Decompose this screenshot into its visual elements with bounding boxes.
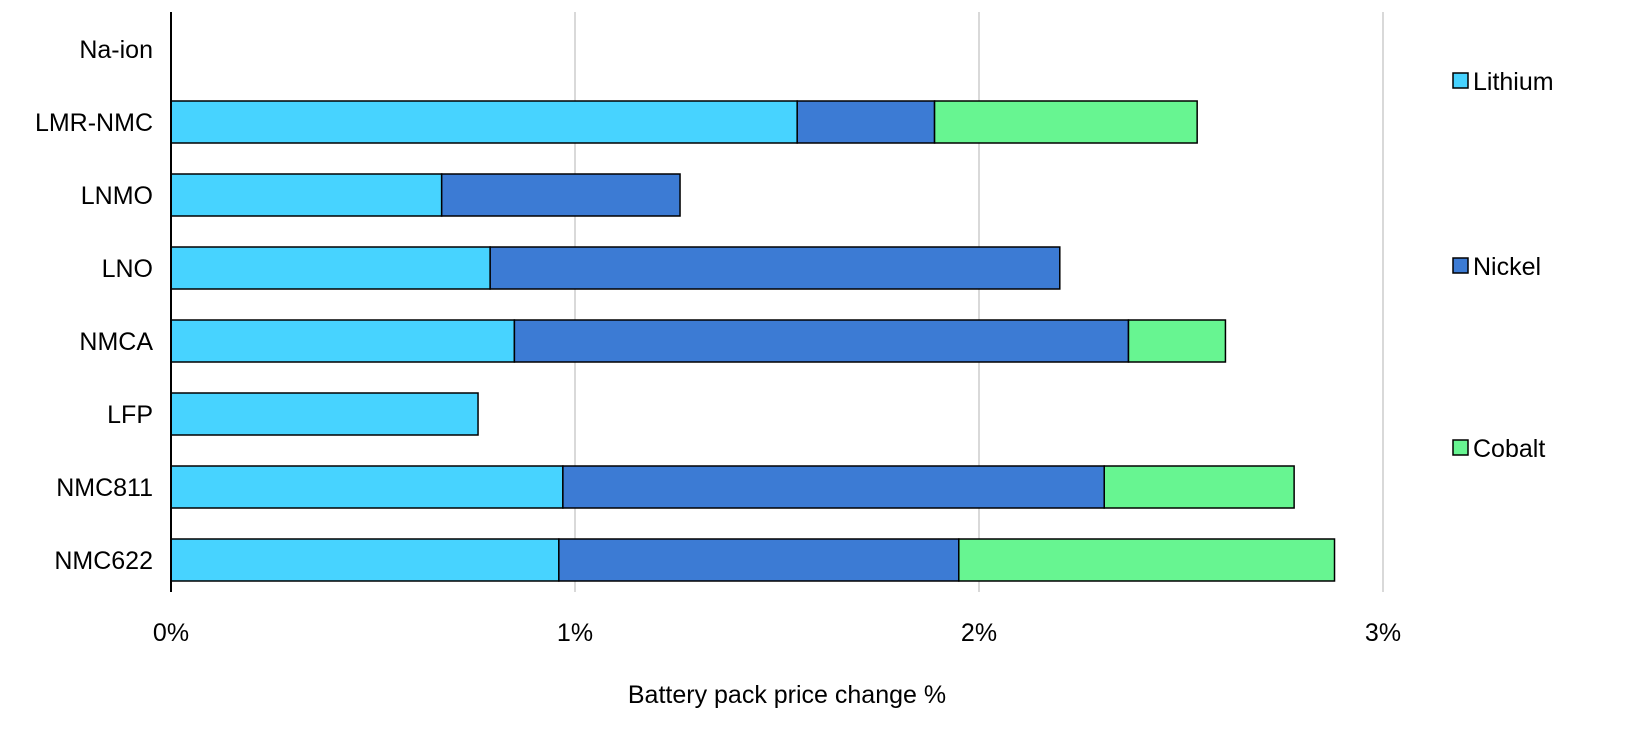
legend-label-nickel: Nickel bbox=[1473, 253, 1541, 281]
bar-segment-nickel bbox=[489, 246, 1061, 290]
x-tick-label: 1% bbox=[557, 619, 593, 647]
category-label: NMC622 bbox=[54, 547, 153, 575]
category-label: LNO bbox=[102, 255, 153, 283]
legend: Lithium Nickel Cobalt bbox=[1452, 68, 1554, 463]
category-label: LNMO bbox=[81, 182, 153, 210]
bar-segment-lithium bbox=[170, 246, 491, 290]
bars bbox=[170, 100, 1336, 582]
category-label: NMCA bbox=[79, 328, 153, 356]
bar-segment-nickel bbox=[440, 173, 681, 217]
category-label: Na-ion bbox=[79, 36, 153, 64]
bar-segment-cobalt bbox=[958, 538, 1336, 582]
x-tick-label: 2% bbox=[961, 619, 997, 647]
bar-segment-nickel bbox=[513, 319, 1130, 363]
legend-swatch-lithium bbox=[1452, 72, 1469, 89]
legend-swatch-nickel bbox=[1452, 257, 1469, 274]
bar-segment-lithium bbox=[170, 173, 443, 217]
category-label: LMR-NMC bbox=[35, 109, 153, 137]
legend-label-lithium: Lithium bbox=[1473, 68, 1554, 96]
bar-segment-nickel bbox=[796, 100, 936, 144]
bar-segment-cobalt bbox=[1127, 319, 1227, 363]
x-tick-label: 0% bbox=[153, 619, 189, 647]
bar-segment-lithium bbox=[170, 538, 560, 582]
category-label: LFP bbox=[107, 401, 153, 429]
category-labels: Na-ion LMR-NMC LNMO LNO NMCA LFP NMC811 NMC622 bbox=[35, 36, 153, 575]
x-axis-title: Battery pack price change % bbox=[628, 681, 946, 709]
legend-label-cobalt: Cobalt bbox=[1473, 435, 1545, 463]
x-tick-label: 3% bbox=[1365, 619, 1401, 647]
legend-swatch-cobalt bbox=[1452, 439, 1469, 456]
bar-segment-nickel bbox=[558, 538, 960, 582]
bar-segment-lithium bbox=[170, 319, 516, 363]
x-tick-labels: 0% 1% 2% 3% bbox=[153, 619, 1401, 647]
bar-segment-lithium bbox=[170, 100, 798, 144]
bar-segment-lithium bbox=[170, 465, 564, 509]
bar-segment-cobalt bbox=[1103, 465, 1295, 509]
bar-segment-cobalt bbox=[933, 100, 1198, 144]
bar-segment-lithium bbox=[170, 392, 479, 436]
category-label: NMC811 bbox=[56, 474, 153, 502]
bar-segment-nickel bbox=[562, 465, 1105, 509]
